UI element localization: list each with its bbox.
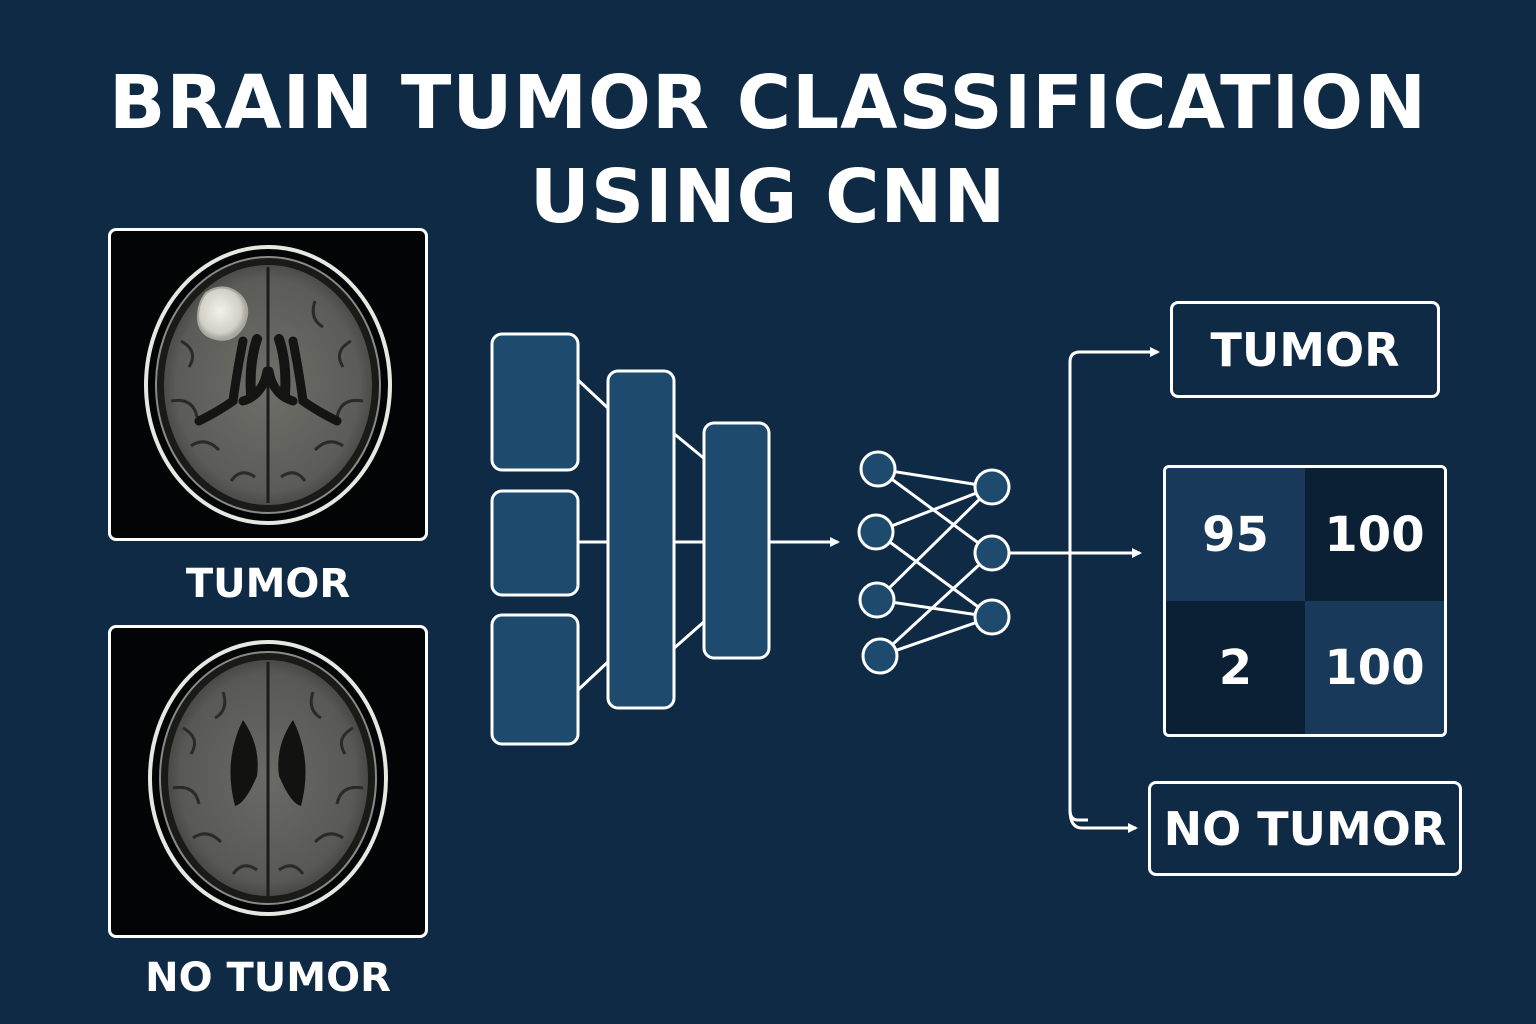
input-node [858, 581, 896, 619]
conv-link [576, 378, 612, 412]
output-node [973, 468, 1011, 506]
matrix-cell: 95 [1166, 468, 1305, 601]
dense-network-edges [875, 467, 994, 658]
dense-edge [875, 530, 993, 619]
mri-image-no-tumor [108, 625, 428, 938]
dense-edge [875, 485, 994, 602]
conv-block-1c [490, 613, 580, 746]
arrow-to-no-tumor [1068, 809, 1138, 833]
input-node [857, 513, 895, 551]
conv-block-3 [702, 421, 771, 660]
input-label-no-tumor: NO TUMOR [145, 955, 391, 1001]
conv-link [576, 658, 612, 692]
output-node [973, 534, 1011, 572]
dense-edge [875, 485, 993, 534]
conv-layers [490, 332, 771, 746]
conv-block-2 [606, 369, 676, 710]
output-class-no-tumor: NO TUMOR [1148, 781, 1462, 876]
brain-scan-normal-icon [148, 640, 388, 916]
input-node [861, 637, 899, 675]
output-branches [1009, 347, 1160, 833]
dense-edge [877, 467, 993, 555]
arrow-to-tumor [1068, 347, 1160, 822]
conv-link [671, 430, 707, 462]
dense-edge [878, 551, 994, 658]
conv-layer-connections [576, 378, 707, 692]
input-label-tumor: TUMOR [185, 561, 351, 607]
diagram-title-line-2: USING CNN [529, 154, 1007, 240]
output-class-tumor: TUMOR [1170, 301, 1440, 398]
dense-network-nodes [857, 450, 1011, 675]
mri-image-tumor [108, 228, 428, 541]
conv-block-1a [490, 332, 580, 472]
matrix-cell: 100 [1305, 468, 1444, 601]
diagram-title-line-1: BRAIN TUMOR CLASSIFICATION [108, 60, 1428, 146]
dense-edge [877, 467, 993, 489]
confusion-matrix: 95 100 2 100 [1163, 465, 1447, 737]
input-node [859, 450, 897, 488]
conv-link [671, 618, 707, 652]
output-node [973, 598, 1011, 636]
brain-scan-tumor-icon [144, 245, 392, 525]
matrix-cell: 2 [1166, 601, 1305, 734]
conv-block-1b [490, 489, 580, 597]
dense-edge [876, 598, 993, 619]
dense-edge [879, 615, 993, 658]
matrix-cell: 100 [1305, 601, 1444, 734]
